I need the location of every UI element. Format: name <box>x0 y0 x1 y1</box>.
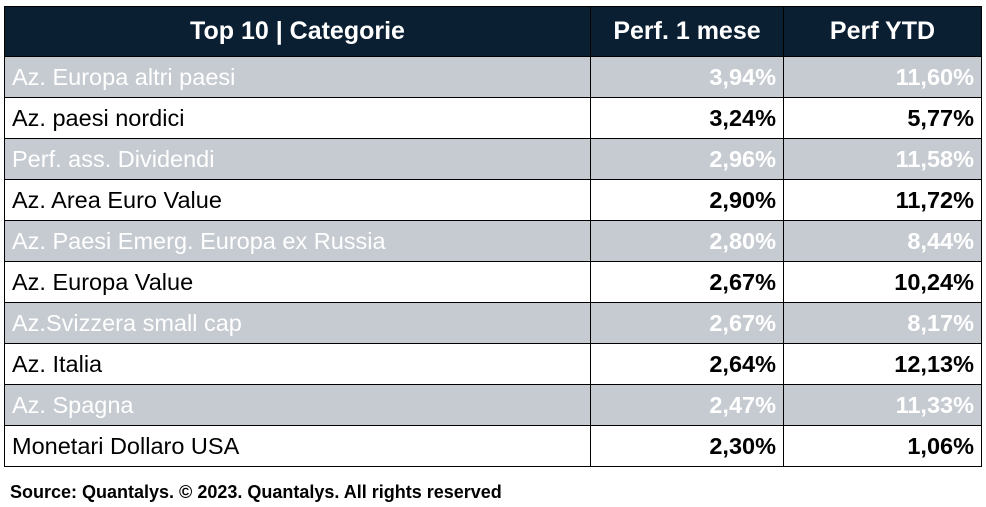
table-row: Az. Europa altri paesi 3,94% 11,60% <box>4 56 982 98</box>
perf-1-mese-cell: 2,47% <box>590 384 784 426</box>
category-cell: Az. Spagna <box>4 384 591 426</box>
perf-ytd-cell: 11,60% <box>783 56 982 98</box>
perf-1-mese-cell: 2,96% <box>590 138 784 180</box>
perf-ytd-cell: 8,17% <box>783 302 982 344</box>
table-row: Az. Paesi Emerg. Europa ex Russia 2,80% 8,… <box>4 220 982 262</box>
perf-ytd-cell: 12,13% <box>783 343 982 385</box>
perf-ytd-cell: 11,72% <box>783 179 982 221</box>
table-row: Az. paesi nordici 3,24% 5,77% <box>4 97 982 139</box>
perf-1-mese-cell: 3,24% <box>590 97 784 139</box>
table-row: Monetari Dollaro USA 2,30% 1,06% <box>4 425 982 467</box>
perf-1-mese-cell: 2,64% <box>590 343 784 385</box>
category-cell: Az. Europa Value <box>4 261 591 303</box>
top10-categories-table: Top 10 | Categorie Perf. 1 mese Perf YTD… <box>4 6 982 467</box>
table-row: Az. Italia 2,64% 12,13% <box>4 343 982 385</box>
perf-ytd-cell: 11,33% <box>783 384 982 426</box>
perf-1-mese-cell: 3,94% <box>590 56 784 98</box>
category-cell: Az. Italia <box>4 343 591 385</box>
table-row: Perf. ass. Dividendi 2,96% 11,58% <box>4 138 982 180</box>
category-cell: Az.Svizzera small cap <box>4 302 591 344</box>
perf-1-mese-cell: 2,67% <box>590 302 784 344</box>
perf-1-mese-cell: 2,80% <box>590 220 784 262</box>
table-row: Az.Svizzera small cap 2,67% 8,17% <box>4 302 982 344</box>
table-row: Az. Spagna 2,47% 11,33% <box>4 384 982 426</box>
category-cell: Monetari Dollaro USA <box>4 425 591 467</box>
perf-1-mese-cell: 2,90% <box>590 179 784 221</box>
source-note: Source: Quantalys. © 2023. Quantalys. Al… <box>10 482 502 502</box>
category-cell: Az. paesi nordici <box>4 97 591 139</box>
perf-1-mese-cell: 2,67% <box>590 261 784 303</box>
perf-ytd-cell: 1,06% <box>783 425 982 467</box>
category-cell: Az. Area Euro Value <box>4 179 591 221</box>
table-header-row: Top 10 | Categorie Perf. 1 mese Perf YTD <box>4 6 982 57</box>
header-perf-ytd: Perf YTD <box>783 6 982 57</box>
performance-table-container: Top 10 | Categorie Perf. 1 mese Perf YTD… <box>4 6 982 467</box>
header-perf-1-mese: Perf. 1 mese <box>590 6 784 57</box>
perf-ytd-cell: 11,58% <box>783 138 982 180</box>
table-row: Az. Europa Value 2,67% 10,24% <box>4 261 982 303</box>
category-cell: Az. Europa altri paesi <box>4 56 591 98</box>
category-cell: Az. Paesi Emerg. Europa ex Russia <box>4 220 591 262</box>
table-body: Az. Europa altri paesi 3,94% 11,60% Az. pae… <box>4 56 982 467</box>
category-cell: Perf. ass. Dividendi <box>4 138 591 180</box>
table-row: Az. Area Euro Value 2,90% 11,72% <box>4 179 982 221</box>
perf-ytd-cell: 8,44% <box>783 220 982 262</box>
perf-ytd-cell: 5,77% <box>783 97 982 139</box>
perf-1-mese-cell: 2,30% <box>590 425 784 467</box>
perf-ytd-cell: 10,24% <box>783 261 982 303</box>
header-category: Top 10 | Categorie <box>4 6 591 57</box>
